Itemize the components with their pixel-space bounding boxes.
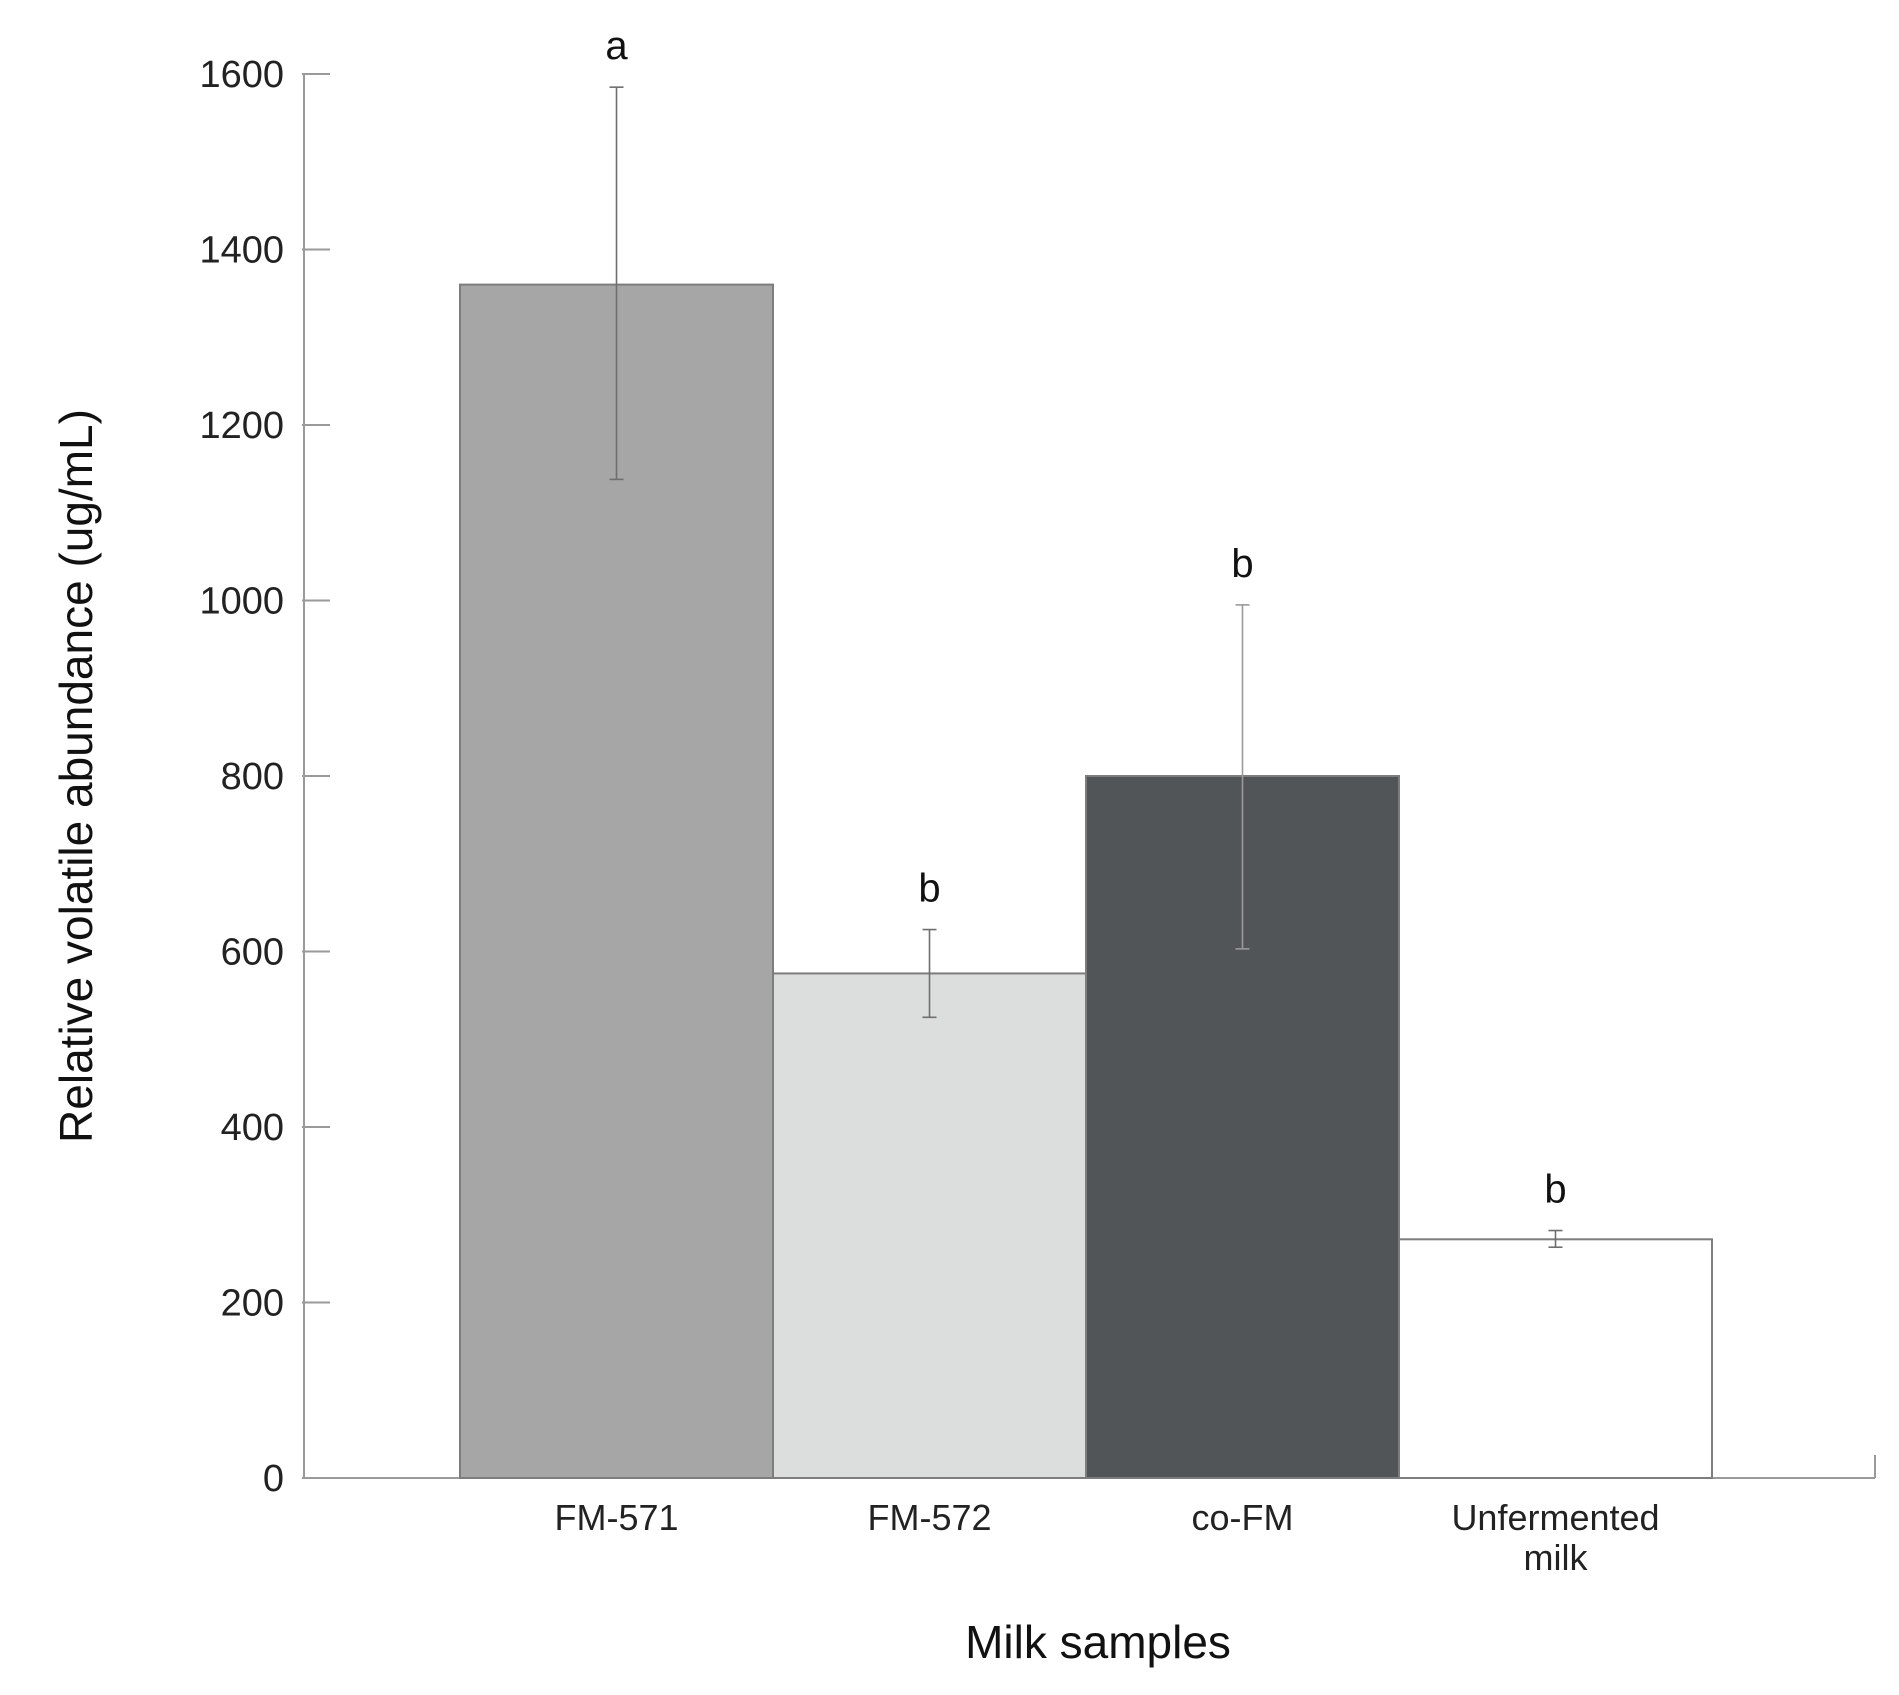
x-axis-title: Milk samples (965, 1616, 1231, 1668)
y-tick-label: 1400 (199, 230, 284, 272)
x-category-label: FM-572 (867, 1497, 991, 1538)
x-category-label: co-FM (1192, 1497, 1294, 1538)
y-axis-title: Relative volatile abundance (ug/mL) (50, 409, 102, 1143)
y-tick-label: 800 (221, 756, 284, 798)
bar (459, 283, 774, 1480)
bars: a b b b (459, 24, 1713, 1480)
x-axis-category-labels: FM-571 FM-572 co-FM Unfermented milk (554, 1497, 1659, 1578)
y-tick-label: 1000 (199, 581, 284, 623)
significance-letter: b (1544, 1168, 1566, 1212)
bar (772, 972, 1087, 1479)
x-category-label: FM-571 (554, 1497, 678, 1538)
significance-letter: b (918, 867, 940, 911)
error-bar (609, 86, 624, 481)
x-category-label: Unfermented milk (1451, 1497, 1659, 1578)
error-bar (1235, 604, 1250, 950)
significance-letter: b (1231, 542, 1253, 586)
y-axis-ticks: 0 200 400 600 800 1000 1200 1400 1600 (199, 54, 330, 1500)
y-tick-label: 400 (221, 1107, 284, 1149)
y-tick-label: 0 (263, 1458, 284, 1500)
error-bar (922, 928, 937, 1019)
bar (1398, 1238, 1713, 1479)
y-tick-label: 600 (221, 932, 284, 974)
y-tick-label: 200 (221, 1283, 284, 1325)
error-bar (1548, 1229, 1563, 1249)
y-tick-label: 1600 (199, 54, 284, 96)
y-tick-label: 1200 (199, 405, 284, 447)
significance-letter: a (605, 24, 628, 68)
